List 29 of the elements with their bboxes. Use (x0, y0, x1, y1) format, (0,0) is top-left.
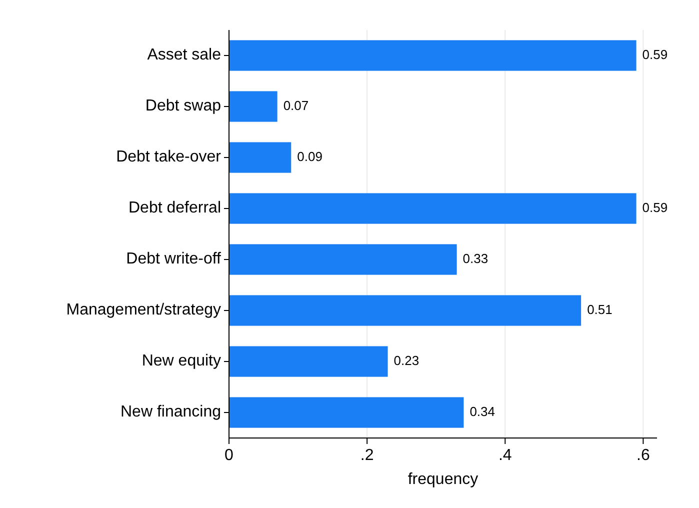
data-label: 0.09 (297, 148, 322, 164)
data-label: 0.59 (642, 46, 668, 62)
y-tick-label: Debt swap (145, 98, 222, 115)
bar (229, 91, 278, 122)
data-label: 0.51 (587, 302, 612, 317)
bar (229, 40, 636, 71)
y-tick-label: New financing (120, 404, 221, 421)
x-tick-label: .2 (360, 447, 374, 464)
bar (229, 295, 582, 326)
x-axis-title: frequency (408, 471, 478, 488)
y-tick-label: New equity (142, 352, 221, 370)
y-tick-label: Debt take-over (116, 148, 222, 166)
data-label: 0.23 (394, 352, 420, 368)
bar (229, 193, 636, 224)
data-label: 0.59 (642, 200, 668, 215)
bar (229, 244, 457, 275)
data-label: 0.07 (283, 98, 309, 113)
y-tick-label: Management/strategy (66, 302, 221, 319)
bar (229, 346, 388, 377)
y-tick-label: Debt write-off (126, 250, 222, 268)
bar (229, 142, 292, 173)
data-label: 0.34 (470, 404, 496, 419)
y-tick-label: Asset sale (147, 46, 222, 64)
x-tick-label: .6 (636, 447, 650, 464)
bar (229, 397, 464, 428)
data-label: 0.33 (462, 250, 488, 266)
x-tick-label: .4 (498, 447, 512, 464)
y-tick-label: Debt deferral (128, 200, 221, 217)
x-tick-label: 0 (224, 447, 234, 464)
